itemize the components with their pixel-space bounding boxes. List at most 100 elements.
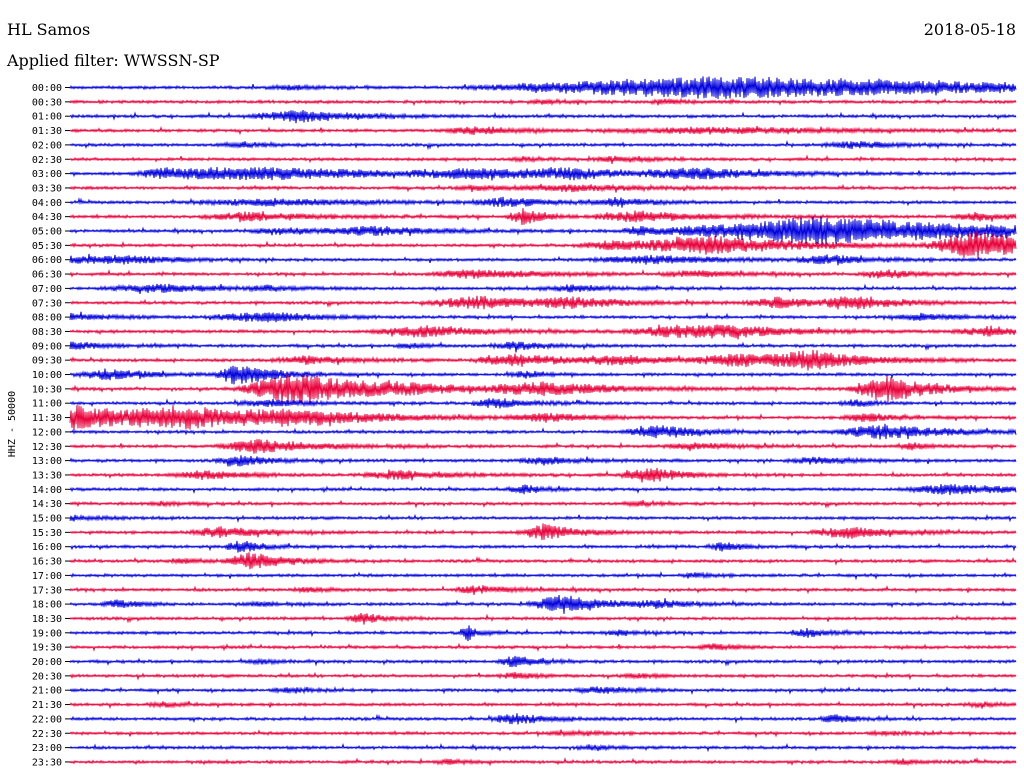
- time-tick-label: 20:00: [32, 657, 62, 668]
- time-tick-label: 10:00: [32, 370, 62, 381]
- y-axis-label: HHZ - 50000: [7, 391, 18, 457]
- time-tick-label: 02:30: [32, 155, 62, 166]
- time-tick-label: 07:00: [32, 284, 62, 295]
- time-tick-label: 12:00: [32, 427, 62, 438]
- trace-line: [69, 423, 1017, 440]
- trace-line: [69, 584, 1017, 595]
- trace-line: [69, 728, 1017, 739]
- time-tick-label: 08:30: [32, 327, 62, 338]
- trace-line: [69, 713, 1017, 725]
- trace-line: [69, 523, 1017, 541]
- trace-line: [69, 311, 1017, 323]
- time-tick-label: 05:30: [32, 241, 62, 252]
- time-tick-label: 18:00: [32, 600, 62, 611]
- time-tick-label: 06:30: [32, 270, 62, 281]
- station-title: HL Samos: [7, 20, 91, 39]
- trace-line: [69, 671, 1017, 681]
- time-tick-label: 14:30: [32, 499, 62, 510]
- trace-line: [69, 655, 1017, 668]
- trace-line: [69, 374, 1017, 405]
- trace-line: [69, 109, 1017, 124]
- time-tick-label: 10:30: [32, 384, 62, 395]
- time-tick-label: 22:30: [32, 729, 62, 740]
- time-tick-label: 02:00: [32, 140, 62, 151]
- trace-line: [69, 625, 1017, 642]
- trace-line: [69, 613, 1017, 625]
- trace-line: [69, 196, 1017, 208]
- trace-line: [69, 253, 1017, 266]
- time-tick-label: 03:30: [32, 183, 62, 194]
- time-tick-label: 07:30: [32, 298, 62, 309]
- trace-line: [69, 686, 1017, 696]
- trace-line: [69, 404, 1017, 431]
- time-tick-label: 12:30: [32, 442, 62, 453]
- trace-line: [69, 467, 1017, 483]
- time-tick-label: 09:00: [32, 341, 62, 352]
- trace-line: [69, 125, 1017, 136]
- time-tick-label: 19:30: [32, 643, 62, 654]
- time-tick-label: 06:00: [32, 255, 62, 266]
- trace-line: [69, 76, 1017, 100]
- time-tick-label: 15:00: [32, 514, 62, 525]
- trace-line: [69, 324, 1017, 340]
- trace-line: [69, 216, 1017, 245]
- trace-line: [69, 349, 1017, 371]
- trace-line: [69, 154, 1017, 164]
- filter-label: Applied filter: WWSSN-SP: [7, 51, 220, 70]
- trace-line: [69, 484, 1017, 496]
- time-tick-label: 01:00: [32, 112, 62, 123]
- time-tick-label: 23:30: [32, 757, 62, 768]
- time-tick-label: 04:00: [32, 198, 62, 209]
- trace-line: [69, 341, 1017, 353]
- trace-line: [69, 208, 1017, 226]
- time-tick-label: 11:30: [32, 413, 62, 424]
- time-tick-label: 13:30: [32, 470, 62, 481]
- time-tick-label: 16:30: [32, 557, 62, 568]
- trace-line: [69, 552, 1017, 570]
- trace-line: [69, 97, 1017, 107]
- trace-line: [69, 642, 1017, 652]
- time-tick-label: 23:00: [32, 743, 62, 754]
- trace-line: [69, 166, 1017, 181]
- trace-line: [69, 230, 1017, 259]
- time-tick-label: 19:00: [32, 628, 62, 639]
- trace-line: [69, 513, 1017, 523]
- time-tick-label: 11:00: [32, 399, 62, 410]
- time-tick-label: 20:30: [32, 671, 62, 682]
- trace-line: [69, 499, 1017, 509]
- time-tick-label: 05:00: [32, 227, 62, 238]
- time-tick-label: 00:30: [32, 97, 62, 108]
- time-tick-label: 21:00: [32, 686, 62, 697]
- trace-line: [69, 183, 1017, 193]
- trace-line: [69, 139, 1017, 151]
- trace-line: [69, 439, 1017, 454]
- trace-line: [69, 594, 1017, 614]
- time-tick-label: 04:30: [32, 212, 62, 223]
- trace-line: [69, 295, 1017, 310]
- trace-line: [69, 398, 1017, 409]
- time-tick-label: 17:00: [32, 571, 62, 582]
- time-tick-label: 08:00: [32, 313, 62, 324]
- trace-line: [69, 455, 1017, 467]
- time-tick-label: 01:30: [32, 126, 62, 137]
- time-tick-label: 09:30: [32, 356, 62, 367]
- trace-line: [69, 756, 1017, 767]
- trace-line: [69, 540, 1017, 553]
- trace-line: [69, 570, 1017, 581]
- trace-line: [69, 283, 1017, 294]
- time-tick-label: 21:30: [32, 700, 62, 711]
- time-tick-label: 16:00: [32, 542, 62, 553]
- time-tick-label: 18:30: [32, 614, 62, 625]
- time-tick-label: 03:00: [32, 169, 62, 180]
- time-tick-label: 15:30: [32, 528, 62, 539]
- time-tick-label: 13:00: [32, 456, 62, 467]
- trace-line: [69, 742, 1017, 753]
- trace-line: [69, 365, 1017, 385]
- time-tick-label: 22:00: [32, 714, 62, 725]
- trace-line: [69, 268, 1017, 279]
- time-tick-label: 14:00: [32, 485, 62, 496]
- date-label: 2018-05-18: [923, 20, 1016, 39]
- trace-line: [69, 700, 1017, 710]
- time-tick-label: 17:30: [32, 585, 62, 596]
